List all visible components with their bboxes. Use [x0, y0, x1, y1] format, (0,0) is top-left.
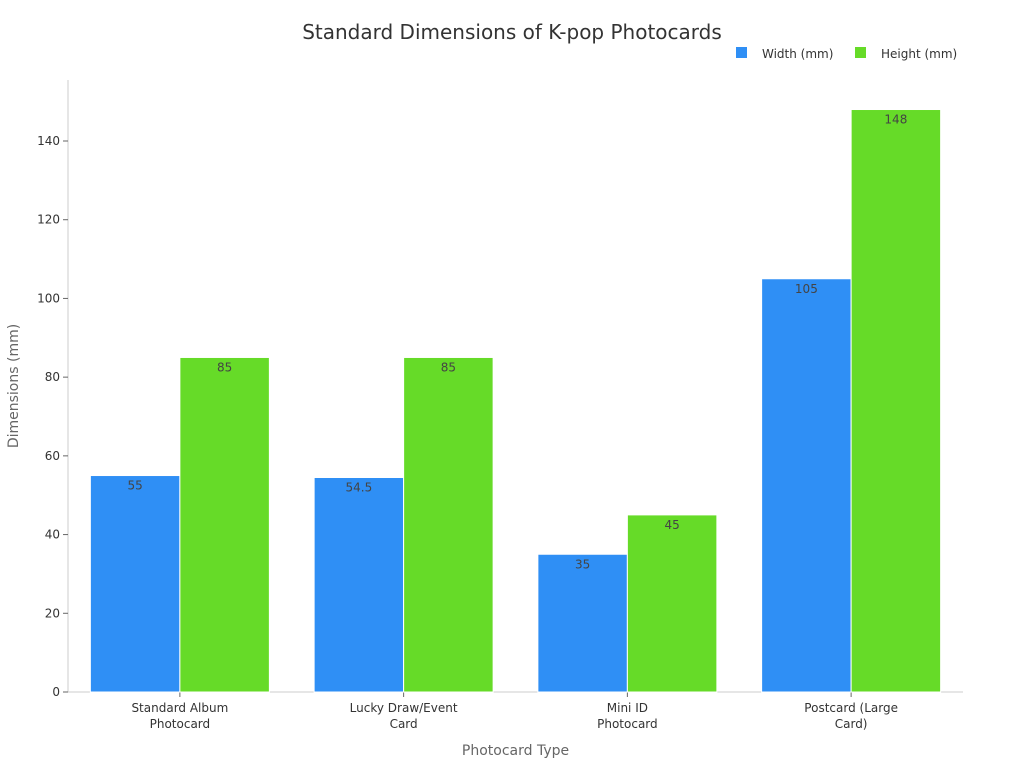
- x-tick-label: Standard Album: [131, 701, 228, 715]
- x-tick-label: Photocard: [150, 717, 211, 731]
- data-label: 85: [441, 360, 456, 374]
- bar-width: [313, 477, 405, 693]
- y-tick-label: 40: [45, 528, 60, 542]
- legend-swatch: [736, 47, 747, 58]
- y-tick-label: 140: [37, 134, 60, 148]
- x-tick-label: Photocard: [597, 717, 658, 731]
- y-axis-title: Dimensions (mm): [6, 324, 22, 448]
- bar-height: [179, 356, 270, 693]
- y-tick-label: 0: [52, 685, 60, 699]
- x-tick-label: Postcard (Large: [804, 701, 898, 715]
- x-tick-label: Card): [835, 717, 868, 731]
- data-label: 54.5: [346, 481, 373, 495]
- y-tick-label: 80: [45, 370, 60, 384]
- legend-label: Width (mm): [762, 47, 833, 61]
- data-label: 105: [795, 282, 818, 296]
- bar-width: [89, 475, 181, 693]
- bar-height: [850, 109, 942, 693]
- y-tick-label: 100: [37, 291, 60, 305]
- data-label: 85: [217, 360, 232, 374]
- data-label: 55: [127, 479, 142, 493]
- x-tick-label: Lucky Draw/Event: [350, 701, 458, 715]
- bar-height: [626, 514, 718, 693]
- data-label: 35: [575, 557, 590, 571]
- bar-width: [537, 553, 628, 693]
- legend-label: Height (mm): [881, 47, 957, 61]
- x-axis-title: Photocard Type: [462, 743, 569, 759]
- x-tick-label: Mini ID: [607, 701, 648, 715]
- data-label: 45: [664, 518, 679, 532]
- y-tick-label: 120: [37, 213, 60, 227]
- bar-height: [403, 356, 494, 693]
- data-label: 148: [884, 113, 907, 127]
- x-tick-label: Card: [390, 717, 418, 731]
- chart-title: Standard Dimensions of K-pop Photocards: [302, 20, 722, 44]
- y-tick-label: 20: [45, 606, 60, 620]
- y-tick-label: 60: [45, 449, 60, 463]
- legend-swatch: [855, 47, 866, 58]
- bar-width: [761, 278, 852, 693]
